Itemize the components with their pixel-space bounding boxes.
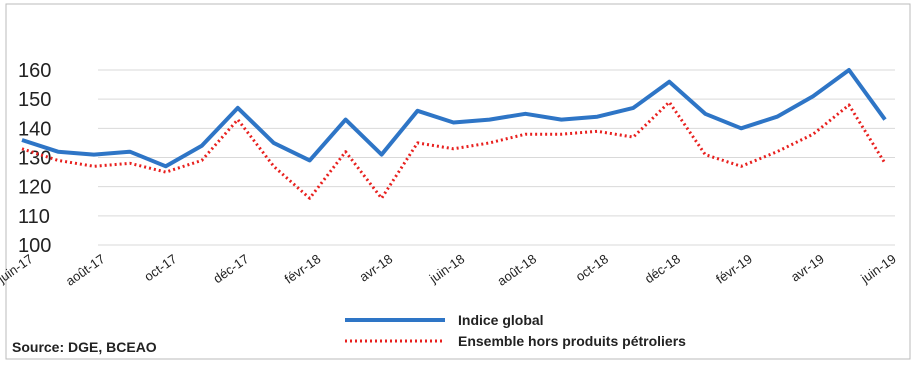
series-line — [21, 68, 887, 169]
y-tick-label: 100 — [18, 235, 51, 257]
source: Source: DGE, BCEAO — [12, 339, 157, 355]
y-tick-label: 160 — [18, 60, 51, 82]
y-tick-label: 140 — [18, 118, 51, 140]
legend-label: Ensemble hors produits pétroliers — [458, 333, 686, 349]
chart-frame — [5, 3, 911, 360]
y-tick-label: 150 — [18, 89, 51, 111]
legend-label: Indice global — [458, 312, 544, 328]
y-tick-label: 130 — [18, 148, 51, 170]
series-line — [21, 100, 887, 200]
y-tick-label: 120 — [18, 177, 51, 199]
y-tick-label: 110 — [18, 206, 50, 228]
